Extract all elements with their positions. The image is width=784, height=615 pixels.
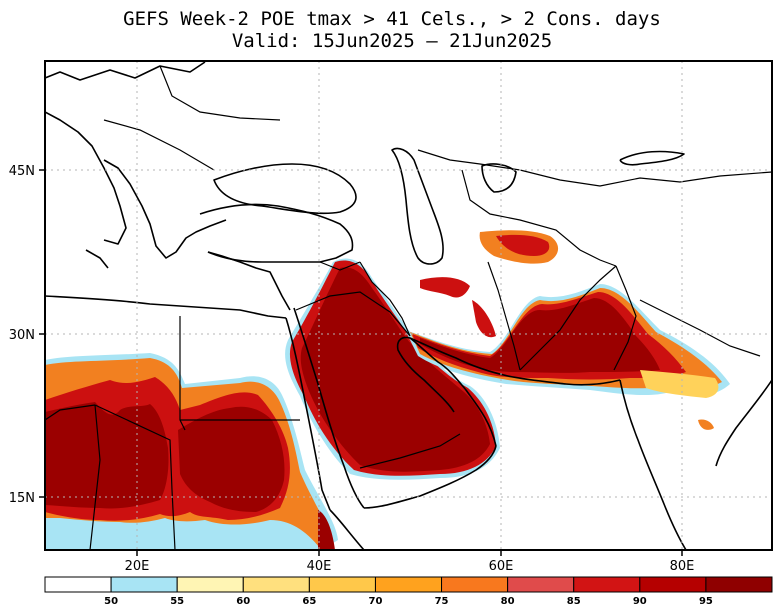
coast-red-sea-east [293, 307, 365, 509]
coast-india-east [715, 379, 772, 467]
map-frame [44, 60, 773, 551]
chart-title-line2: Valid: 15Jun2025 — 21Jun2025 [231, 30, 553, 52]
coast-black-sea [213, 163, 357, 215]
lon-label-20e: 20E [125, 559, 150, 574]
colorbar-swatch [242, 576, 310, 593]
coast-caspian [391, 147, 444, 265]
chart-title-line1: GEFS Week-2 POE tmax > 41 Cels., > 2 Con… [123, 8, 661, 30]
border-iran-afghan [487, 261, 521, 371]
coast-egypt-med [45, 295, 287, 319]
political-borders [45, 65, 772, 550]
colorbar-swatch [308, 576, 376, 593]
border-kazakh-south [417, 149, 772, 187]
colorbar-swatch [639, 576, 707, 593]
grid-lines [45, 61, 772, 550]
coast-levant [207, 251, 291, 311]
border-iraq-iran [359, 261, 411, 337]
shade-sahel-deepred-east [178, 406, 285, 512]
coast-anatolia [199, 203, 354, 263]
border-pak-india [613, 265, 637, 371]
colorbar-label-50: 50 [104, 596, 118, 607]
shade-eritrea [318, 510, 335, 550]
colorbar-swatch [705, 576, 773, 593]
border-afghan-pak [519, 265, 617, 371]
colorbar-swatch [110, 576, 178, 593]
shade-iran-belt [472, 300, 496, 338]
colorbar-swatch [176, 576, 244, 593]
border-saudi-north [295, 291, 411, 337]
coast-iran-gulf [409, 337, 621, 386]
colorbar-label-95: 95 [699, 596, 713, 607]
coast-adriatic-italy [45, 111, 127, 269]
map-area [45, 61, 772, 550]
colorbar-label-70: 70 [368, 596, 382, 607]
shade-iran-interior [420, 277, 470, 298]
border-niger-mali [45, 404, 101, 550]
lon-label-80e: 80E [670, 559, 695, 574]
colorbar-label-65: 65 [302, 596, 316, 607]
probability-shading [45, 230, 730, 550]
colorbar-labels: 50 55 60 65 70 75 80 85 90 95 [104, 596, 713, 607]
border-europe-2 [103, 119, 215, 171]
colorbar-swatch [441, 576, 509, 593]
border-yemen [359, 433, 461, 469]
lon-label-40e: 40E [307, 559, 332, 574]
shade-arabia-deepred [300, 267, 490, 472]
border-india-nepal [639, 299, 761, 357]
border-syria-iraq [319, 261, 361, 271]
border-chad [94, 404, 176, 550]
coast-balkhash [619, 150, 685, 166]
border-europe-1 [159, 65, 281, 121]
colorbar-label-80: 80 [501, 596, 515, 607]
lat-label-45n: 45N [9, 164, 35, 179]
colorbar-label-75: 75 [435, 596, 449, 607]
coast-aral [481, 163, 517, 193]
shade-india-speck [698, 419, 714, 430]
coast-india-west [619, 379, 687, 550]
colorbar-swatch [44, 576, 112, 593]
border-central-asia [461, 169, 617, 267]
lat-label-30n: 30N [9, 328, 35, 343]
coast-balkans-greece [103, 159, 227, 259]
coast-arabia-south [363, 445, 497, 509]
colorbar [44, 576, 773, 593]
shade-sahel-deepred-west [45, 402, 169, 509]
shade-turkmenistan-red [496, 234, 550, 256]
coast-red-sea-west [285, 317, 331, 511]
coast-north-europe [45, 61, 206, 81]
colorbar-swatch [573, 576, 641, 593]
colorbar-swatch [374, 576, 443, 593]
colorbar-label-60: 60 [236, 596, 250, 607]
colorbar-swatch [507, 576, 575, 593]
lat-label-15n: 15N [9, 491, 35, 506]
shade-india-yellow [640, 370, 719, 398]
colorbar-label-55: 55 [170, 596, 184, 607]
lon-label-60e: 60E [489, 559, 514, 574]
coast-horn-africa [329, 509, 365, 550]
colorbar-label-85: 85 [567, 596, 581, 607]
country-borders [45, 61, 772, 550]
lat-ticks [39, 169, 683, 556]
colorbar-label-90: 90 [633, 596, 647, 607]
shade-pakistan-deepred [420, 298, 660, 373]
